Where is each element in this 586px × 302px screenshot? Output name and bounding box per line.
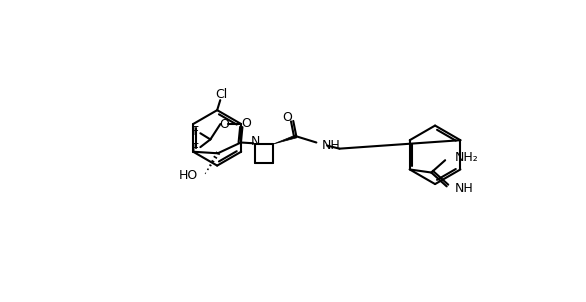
Text: NH: NH	[322, 139, 340, 152]
Text: NH₂: NH₂	[454, 151, 478, 164]
Text: F: F	[192, 142, 199, 155]
Polygon shape	[273, 135, 297, 144]
Text: O: O	[241, 117, 251, 130]
Text: NH: NH	[454, 182, 473, 195]
Text: N: N	[251, 135, 260, 148]
Text: Cl: Cl	[215, 88, 227, 101]
Text: HO: HO	[179, 169, 198, 182]
Text: F: F	[192, 125, 199, 138]
Text: O: O	[219, 117, 229, 130]
Text: O: O	[282, 111, 292, 124]
